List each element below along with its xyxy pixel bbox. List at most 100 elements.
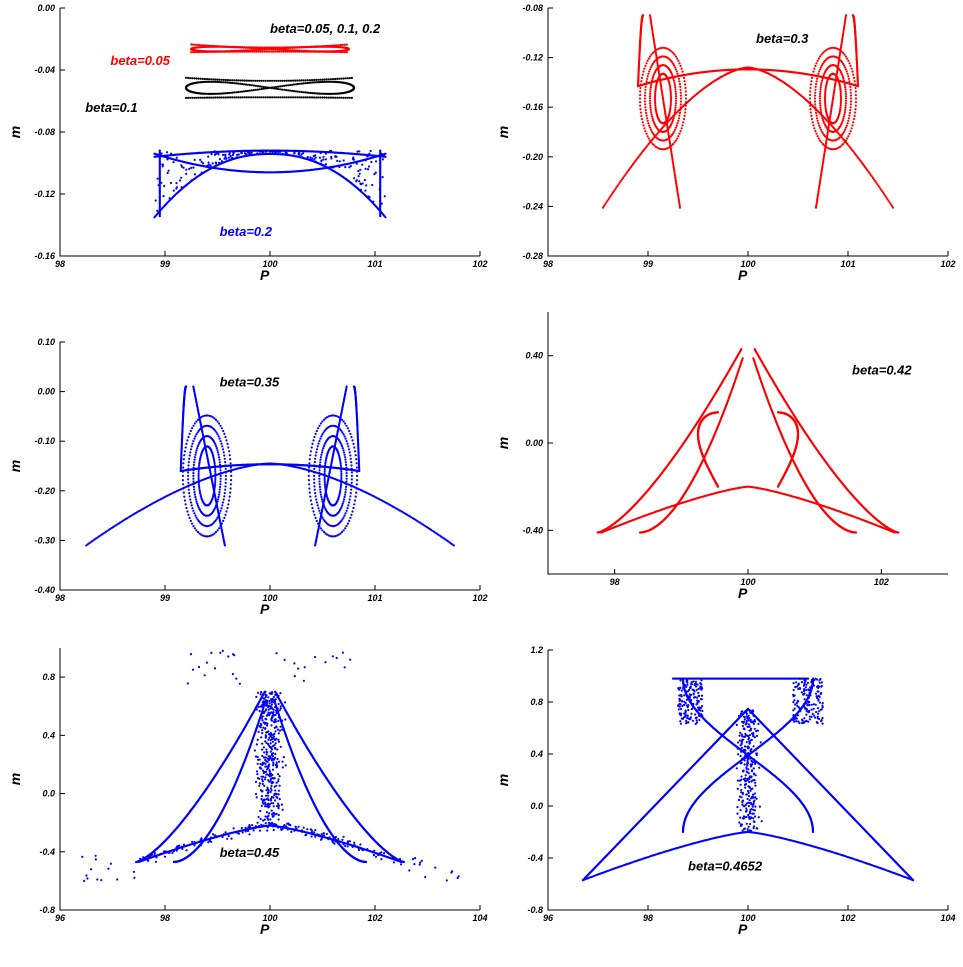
data-point — [344, 96, 347, 99]
data-point — [216, 498, 220, 501]
data-point — [319, 152, 322, 155]
data-point — [382, 154, 385, 157]
y-tick-label: 0.00 — [37, 3, 55, 13]
data-point — [222, 429, 225, 433]
data-point — [844, 126, 847, 129]
data-point — [230, 474, 233, 477]
data-point — [219, 440, 222, 443]
data-point — [370, 160, 373, 164]
data-point — [678, 83, 681, 86]
data-point — [672, 117, 675, 120]
data-point — [353, 177, 356, 180]
data-point — [271, 152, 274, 155]
x-tick-label: 98 — [55, 259, 65, 269]
data-point — [851, 14, 855, 17]
data-point — [229, 91, 233, 94]
data-point — [212, 78, 215, 81]
data-point — [296, 79, 299, 82]
data-point — [841, 120, 844, 123]
data-point — [645, 114, 648, 117]
data-point — [826, 134, 829, 137]
data-point — [237, 90, 240, 94]
data-point — [218, 437, 221, 440]
data-point — [224, 92, 227, 95]
data-point — [263, 46, 266, 49]
data-point — [336, 96, 339, 99]
data-point — [195, 529, 198, 532]
data-point — [217, 495, 220, 499]
data-point — [308, 79, 311, 82]
x-tick-label: 98 — [55, 593, 65, 603]
data-point — [654, 104, 657, 107]
data-point — [226, 506, 229, 510]
data-point — [304, 96, 307, 99]
data-point — [819, 92, 822, 95]
data-point — [683, 114, 686, 117]
data-point — [320, 50, 323, 53]
data-point — [292, 96, 295, 99]
data-point — [314, 50, 317, 53]
data-point — [208, 96, 211, 99]
data-point — [663, 105, 666, 108]
data-point — [266, 86, 270, 89]
data-point — [356, 150, 359, 153]
data-point — [888, 201, 891, 204]
data-point — [654, 102, 657, 105]
annotation-label: beta=0.3 — [756, 31, 809, 46]
data-point — [283, 79, 286, 82]
data-point — [191, 507, 194, 510]
data-point — [639, 90, 642, 93]
data-point — [845, 124, 848, 127]
data-point — [336, 77, 339, 80]
data-point — [673, 83, 676, 86]
data-point — [184, 503, 187, 506]
data-point — [184, 96, 188, 99]
data-point — [279, 85, 282, 88]
data-point — [622, 176, 625, 179]
data-point — [680, 67, 683, 70]
data-point — [292, 79, 295, 82]
data-point — [843, 113, 846, 116]
data-point — [235, 50, 238, 53]
data-point — [214, 474, 217, 477]
data-point — [196, 504, 199, 507]
data-point — [304, 50, 307, 53]
data-point — [646, 135, 649, 138]
data-point — [844, 139, 847, 142]
data-point — [216, 449, 219, 452]
data-point — [300, 96, 303, 99]
data-point — [649, 106, 652, 109]
data-point — [840, 44, 843, 48]
series-beta-0-1 — [184, 76, 356, 99]
data-point — [814, 130, 817, 133]
data-point — [289, 79, 293, 82]
data-point — [190, 166, 193, 169]
data-point — [340, 77, 343, 80]
data-point — [854, 104, 857, 107]
data-point — [187, 471, 190, 474]
data-point — [634, 160, 637, 163]
data-point — [219, 45, 222, 48]
data-point — [196, 530, 200, 534]
y-tick-label: -0.10 — [34, 436, 55, 446]
data-point — [322, 158, 325, 161]
data-point — [314, 156, 317, 159]
data-point — [252, 89, 255, 92]
data-point — [276, 48, 279, 51]
data-point — [309, 156, 312, 159]
data-point — [839, 99, 843, 102]
data-point — [192, 463, 195, 466]
data-point — [829, 110, 833, 113]
data-point — [182, 491, 185, 494]
data-point — [189, 451, 192, 454]
data-point — [673, 128, 677, 131]
data-point — [213, 44, 216, 48]
data-point — [252, 84, 255, 87]
data-point — [198, 462, 201, 465]
data-point — [640, 118, 644, 121]
x-tick-label: 101 — [367, 259, 382, 269]
data-point — [355, 162, 358, 165]
data-point — [653, 144, 656, 147]
data-point — [346, 77, 349, 80]
data-point — [258, 96, 261, 99]
